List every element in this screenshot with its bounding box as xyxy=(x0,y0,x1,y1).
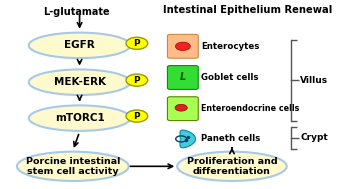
Ellipse shape xyxy=(177,152,287,181)
Circle shape xyxy=(126,74,148,86)
Text: EGFR: EGFR xyxy=(64,40,95,50)
Text: L-glutamate: L-glutamate xyxy=(43,7,110,17)
Text: Porcine intestinal
stem cell activity: Porcine intestinal stem cell activity xyxy=(26,157,120,176)
Ellipse shape xyxy=(29,33,130,58)
Ellipse shape xyxy=(29,105,130,131)
FancyBboxPatch shape xyxy=(167,97,198,121)
Text: mTORC1: mTORC1 xyxy=(55,113,104,123)
Text: Enteroendocrine cells: Enteroendocrine cells xyxy=(202,104,300,113)
Text: Villus: Villus xyxy=(300,76,328,85)
Text: MEK-ERK: MEK-ERK xyxy=(54,77,106,87)
Polygon shape xyxy=(180,130,196,148)
Text: Goblet cells: Goblet cells xyxy=(202,73,259,82)
Text: P: P xyxy=(134,76,140,85)
Text: Proliferation and
differentiation: Proliferation and differentiation xyxy=(187,157,277,176)
Circle shape xyxy=(175,42,190,50)
Circle shape xyxy=(175,104,187,111)
Text: Crypt: Crypt xyxy=(300,133,328,143)
Ellipse shape xyxy=(17,152,129,181)
Text: P: P xyxy=(134,112,140,121)
Text: Paneth cells: Paneth cells xyxy=(202,134,261,143)
Circle shape xyxy=(126,110,148,122)
Ellipse shape xyxy=(29,70,130,95)
Text: Enterocytes: Enterocytes xyxy=(202,42,260,51)
FancyBboxPatch shape xyxy=(167,34,198,58)
Text: P: P xyxy=(134,39,140,48)
Text: Intestinal Epithelium Renewal: Intestinal Epithelium Renewal xyxy=(162,5,332,15)
FancyBboxPatch shape xyxy=(167,66,198,89)
Text: L: L xyxy=(180,72,186,82)
Circle shape xyxy=(126,37,148,49)
